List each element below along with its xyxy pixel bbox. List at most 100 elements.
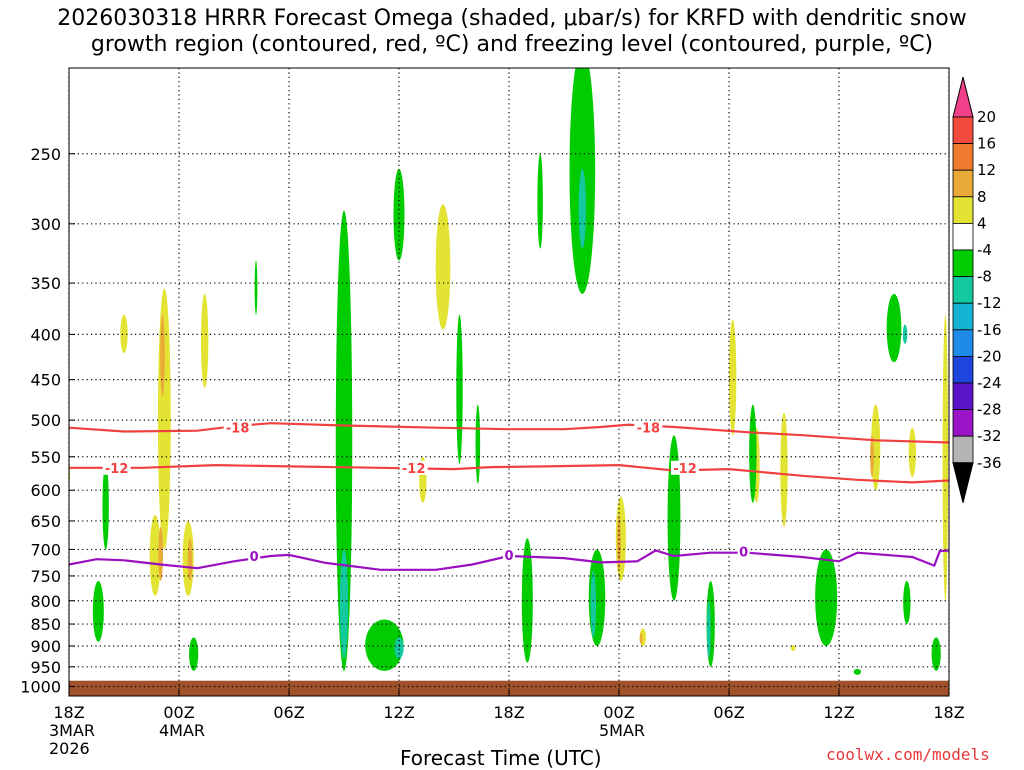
omega-feature-ascent [475, 404, 481, 484]
omega-feature-ascent [339, 549, 349, 659]
y-tick-label: 650 [30, 512, 61, 531]
colorbar-swatch [952, 222, 974, 251]
y-tick-label: 850 [30, 615, 61, 634]
contour-label-bg [503, 547, 515, 562]
contour-label-bg [102, 460, 131, 475]
contour-label-bg [671, 460, 699, 475]
contour-label-bg [248, 548, 261, 563]
x-tick-label: 12Z [823, 703, 854, 722]
omega-feature-ascent [853, 668, 861, 675]
colorbar-swatch [952, 435, 974, 464]
contour-label: -12 [402, 462, 426, 477]
contour-layer: -18 -18 -12 -12 -12 0 0 0 [69, 420, 949, 571]
y-tick-label: 1000 [20, 678, 61, 697]
omega-feature-ascent [667, 435, 681, 601]
colorbar-swatch [952, 382, 974, 411]
y-tick-label: 700 [30, 540, 61, 559]
omega-feature-ascent [590, 570, 597, 638]
contour-label-bg [223, 420, 252, 435]
x-tick-sublabel: 2026 [49, 739, 90, 758]
colorbar-swatch [952, 276, 974, 304]
x-tick-label: 12Z [383, 703, 414, 722]
contour-label-bg [737, 544, 750, 559]
colorbar-label: -20 [977, 347, 1002, 365]
omega-feature-ascent [931, 637, 941, 671]
x-tick-label: 18Z [53, 703, 84, 722]
y-tick-label: 400 [30, 325, 61, 344]
colorbar-label: -8 [977, 268, 992, 286]
y-tick-label: 550 [30, 448, 61, 467]
colorbar-label: 8 [977, 188, 987, 206]
colorbar-swatch [952, 116, 974, 145]
omega-feature-descent [435, 204, 451, 330]
x-tick-label: 06Z [713, 703, 744, 722]
colorbar-swatch [952, 355, 974, 384]
contour-label-bg [399, 460, 428, 475]
colorbar-bottom-arrow [952, 462, 974, 503]
colorbar-label: -12 [977, 294, 1002, 312]
x-tick-sublabel: 5MAR [599, 721, 645, 740]
omega-feature-ascent [393, 168, 405, 261]
y-tick-label: 600 [30, 481, 61, 500]
omega-feature-ascent [886, 293, 902, 363]
colorbar-swatch [952, 169, 974, 198]
y-tick-label: 500 [30, 411, 61, 430]
x-tick-label: 00Z [163, 703, 194, 722]
title-line-2: growth region (contoured, red, ºC) and f… [90, 32, 934, 57]
omega-feature-descent [157, 288, 171, 550]
title-line-1: 2026030318 HRRR Forecast Omega (shaded, … [57, 6, 967, 31]
omega-feature-ascent [749, 404, 757, 503]
axes-layer: 250 300 350 400 450 500 550 600 650 700 750 800 850 9… [20, 145, 964, 758]
colorbar-swatch [952, 409, 974, 437]
omega-feature-ascent [815, 549, 838, 647]
colorbar-label: 16 [977, 135, 996, 153]
chart-title: 2026030318 HRRR Forecast Omega (shaded, … [0, 6, 1024, 58]
omega-feature-ascent [189, 637, 199, 671]
omega-feature-descent [201, 293, 209, 389]
x-axis-title: Forecast Time (UTC) [400, 746, 602, 770]
x-tick-sublabel: 3MAR [49, 721, 95, 740]
omega-feature-descent [908, 427, 916, 478]
omega-feature-descent [870, 435, 874, 478]
omega-feature-ascent [903, 581, 911, 625]
x-tick-label: 06Z [273, 703, 304, 722]
omega-feature-ascent [92, 581, 104, 642]
x-tick-label: 00Z [603, 703, 634, 722]
omega-feature-ascent [578, 168, 586, 249]
colorbar-swatch [952, 143, 974, 171]
colorbar-label: 4 [977, 214, 987, 232]
y-tick-label: 750 [30, 567, 61, 586]
colorbar-label: -4 [977, 241, 992, 259]
omega-feature-descent [160, 314, 165, 397]
colorbar-top-arrow [952, 76, 974, 118]
colorbar-label: -24 [977, 374, 1002, 392]
omega-feature-descent [187, 538, 193, 582]
contour-label: -18 [226, 422, 250, 437]
omega-shading-layer [69, 68, 949, 675]
x-tick-sublabel: 4MAR [159, 721, 205, 740]
credit-text: coolwx.com/models [826, 745, 990, 764]
omega-feature-descent [617, 515, 621, 571]
colorbar-label: 12 [977, 161, 996, 179]
y-tick-label: 950 [30, 658, 61, 677]
x-tick-label: 18Z [933, 703, 964, 722]
colorbar-label: -16 [977, 321, 1002, 339]
contour-line-0 [69, 549, 949, 571]
x-tick-label: 18Z [493, 703, 524, 722]
colorbar-label: -36 [977, 454, 1002, 472]
y-tick-label: 300 [30, 215, 61, 234]
colorbar: 20 16 12 8 4 -4 -8 -12 -16 -20 -24 -28 -32 -36 [952, 76, 1002, 503]
omega-feature-ascent [365, 619, 404, 671]
colorbar-label: 20 [977, 108, 996, 126]
colorbar-label: -28 [977, 401, 1002, 419]
contour-line-minus12 [69, 463, 949, 484]
colorbar-swatch [952, 329, 974, 357]
omega-feature-ascent [394, 637, 404, 659]
contour-label: 0 [504, 549, 513, 564]
omega-feature-ascent [102, 463, 109, 550]
contour-label: 0 [739, 546, 748, 561]
omega-feature-ascent [254, 260, 258, 315]
omega-feature-descent [729, 319, 737, 436]
omega-feature-ascent [456, 314, 463, 464]
